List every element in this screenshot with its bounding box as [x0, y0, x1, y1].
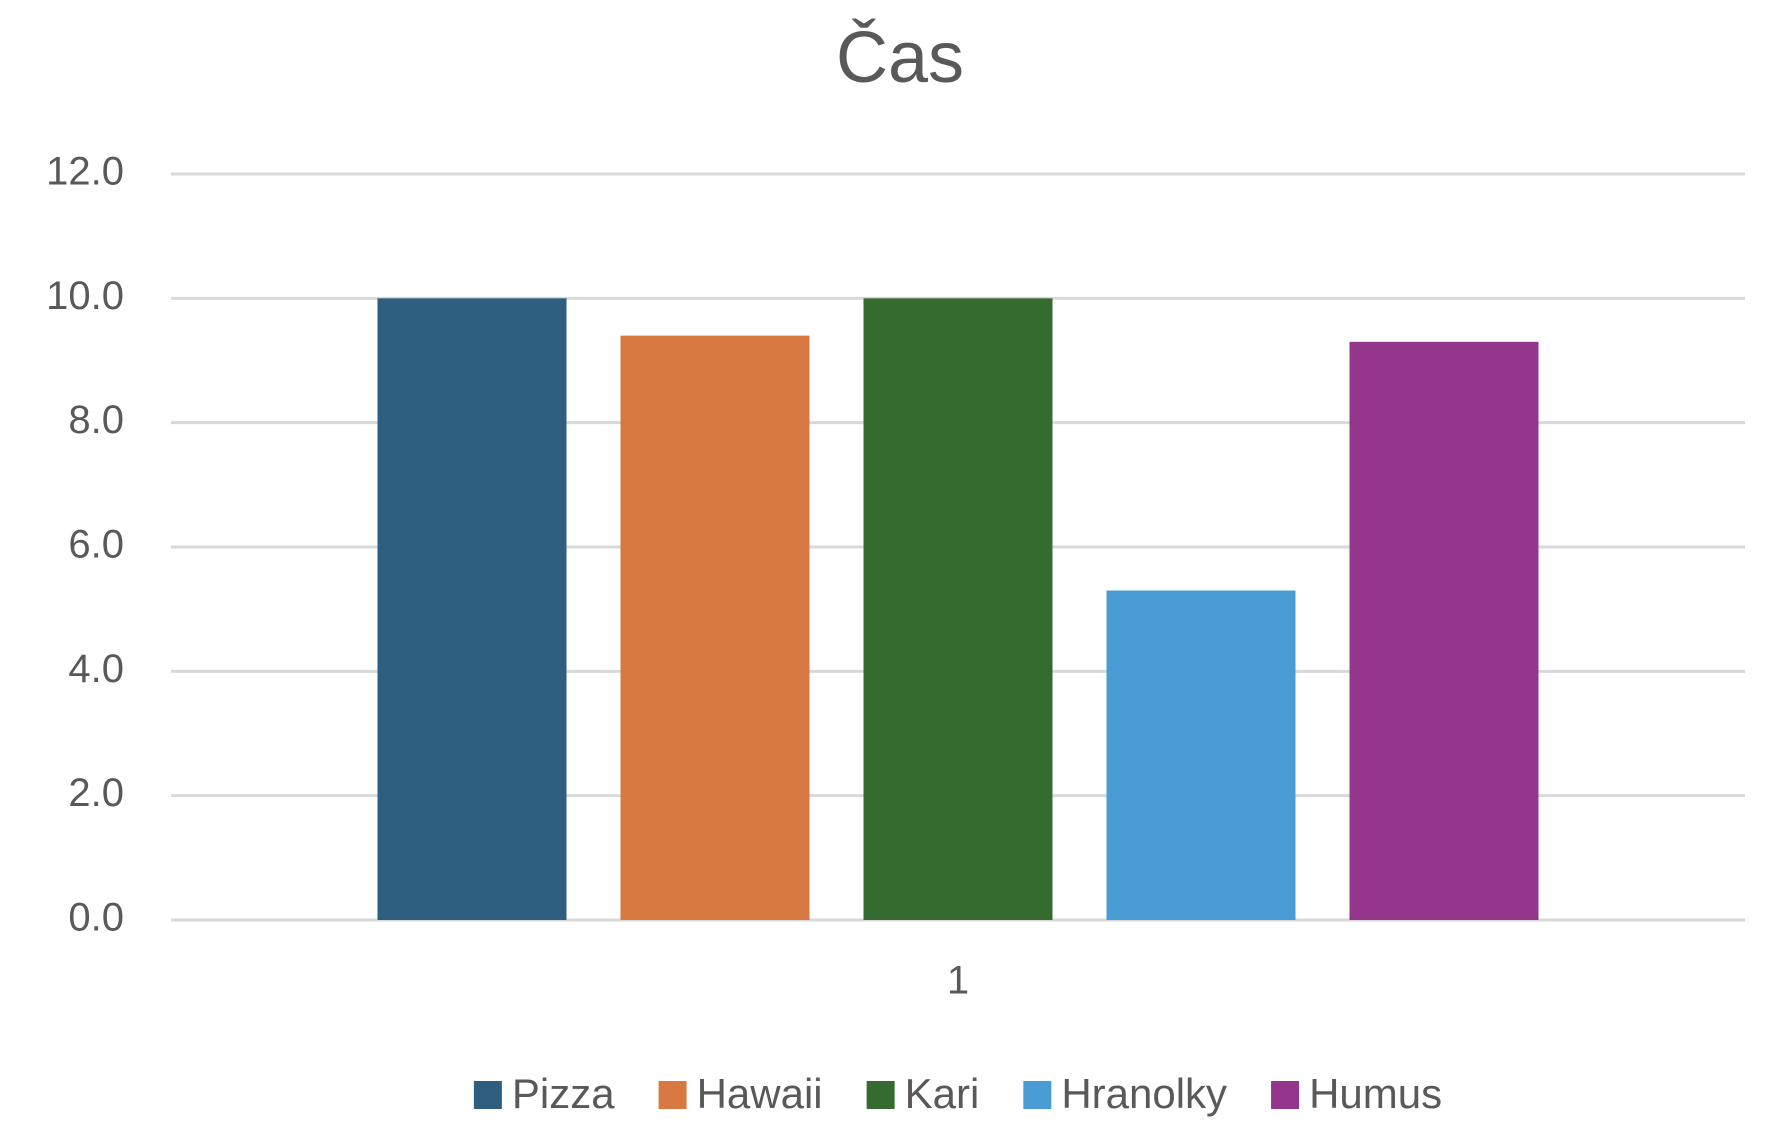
legend-swatch — [1271, 1081, 1300, 1109]
y-tick-label: 8.0 — [68, 398, 124, 442]
bar — [620, 335, 810, 921]
bar — [863, 298, 1053, 920]
bar — [377, 298, 567, 920]
legend-swatch — [473, 1081, 502, 1109]
bar — [1349, 341, 1539, 921]
y-tick-label: 10.0 — [46, 274, 124, 318]
legend-label: Hawaii — [697, 1070, 823, 1117]
y-tick-label: 0.0 — [68, 896, 124, 940]
y-tick-label: 6.0 — [68, 523, 124, 567]
legend-label: Pizza — [512, 1070, 615, 1117]
legend-swatch — [658, 1081, 687, 1109]
x-tick-label: 1 — [947, 959, 969, 1003]
chart-title: Čas — [836, 18, 964, 98]
y-tick-label: 12.0 — [46, 150, 124, 194]
legend-label: Hranolky — [1061, 1070, 1227, 1117]
legend-swatch — [866, 1081, 895, 1109]
legend-swatch — [1023, 1081, 1052, 1109]
legend-label: Kari — [905, 1070, 980, 1117]
legend-label: Humus — [1309, 1070, 1442, 1117]
y-tick-label: 2.0 — [68, 771, 124, 815]
bar — [1106, 590, 1296, 920]
y-tick-label: 4.0 — [68, 647, 124, 691]
